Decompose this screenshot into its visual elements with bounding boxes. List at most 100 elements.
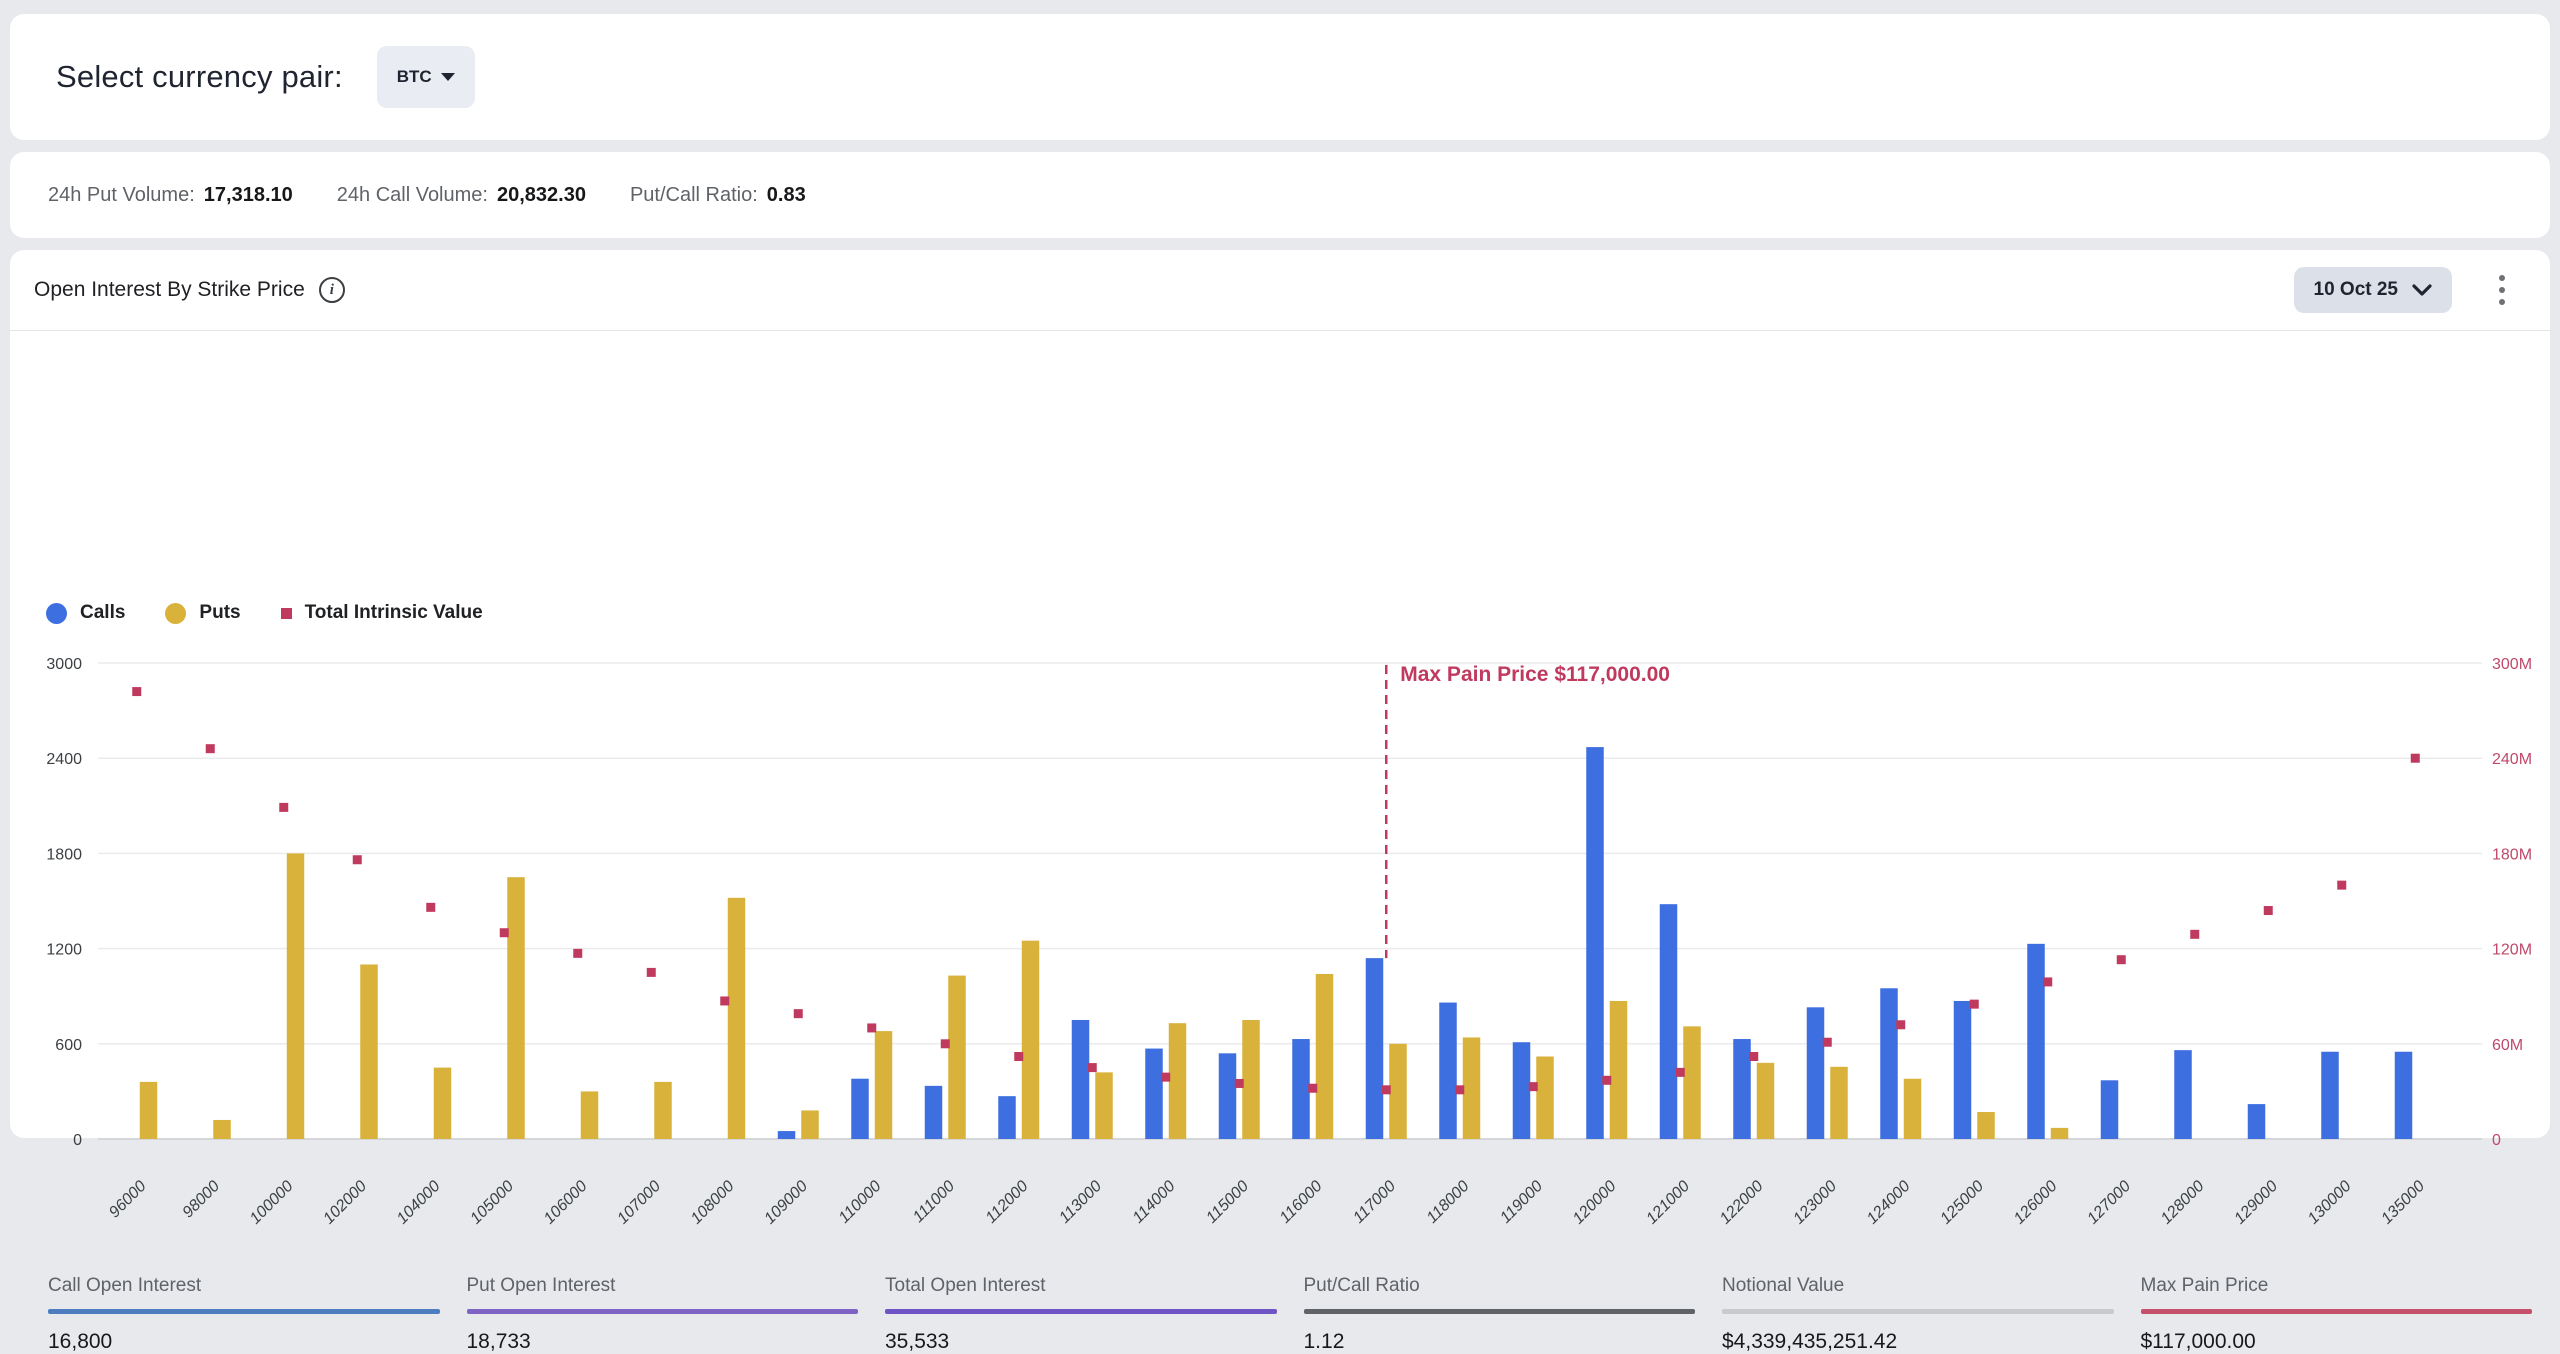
call-bar[interactable] [1219,1053,1237,1139]
intrinsic-value-marker[interactable] [867,1023,876,1032]
intrinsic-value-marker[interactable] [1161,1073,1170,1082]
intrinsic-value-marker[interactable] [353,855,362,864]
put-bar[interactable] [434,1068,452,1139]
call-bar[interactable] [1513,1042,1531,1139]
intrinsic-value-marker[interactable] [2337,881,2346,890]
intrinsic-value-marker[interactable] [1970,1000,1979,1009]
put-bar[interactable] [875,1031,893,1139]
summary-label: Max Pain Price [2141,1275,2533,1297]
intrinsic-value-marker[interactable] [2043,977,2052,986]
put-bar[interactable] [1904,1079,1922,1139]
put-bar[interactable] [1169,1023,1187,1139]
put-bar[interactable] [507,877,525,1139]
intrinsic-value-marker[interactable] [1749,1052,1758,1061]
intrinsic-value-marker[interactable] [1014,1052,1023,1061]
call-bar[interactable] [1366,958,1384,1139]
intrinsic-value-marker[interactable] [573,949,582,958]
intrinsic-value-marker[interactable] [2411,754,2420,763]
call-bar[interactable] [2395,1052,2413,1139]
put-bar[interactable] [1610,1001,1628,1139]
summary-tile-total-open-interest: Total Open Interest35,533 [885,1275,1277,1354]
intrinsic-value-marker[interactable] [1382,1085,1391,1094]
currency-pair-dropdown[interactable]: BTC [377,46,475,108]
intrinsic-value-marker[interactable] [647,968,656,977]
put-bar[interactable] [2051,1128,2069,1139]
put-bar[interactable] [1463,1037,1481,1139]
call-bar[interactable] [925,1086,943,1139]
intrinsic-value-marker[interactable] [500,928,509,937]
call-bar[interactable] [1145,1049,1163,1139]
intrinsic-value-marker[interactable] [2117,955,2126,964]
call-bar[interactable] [1733,1039,1751,1139]
call-bar[interactable] [1954,1001,1972,1139]
put-bar[interactable] [1022,941,1040,1139]
put-bar[interactable] [287,853,305,1139]
intrinsic-value-marker[interactable] [1235,1079,1244,1088]
info-icon[interactable]: i [319,277,345,303]
intrinsic-value-marker[interactable] [426,903,435,912]
call-bar[interactable] [1880,988,1898,1139]
intrinsic-value-marker[interactable] [720,996,729,1005]
put-bar[interactable] [1536,1056,1554,1139]
call-bar[interactable] [998,1096,1016,1139]
x-axis-tick-label: 121000 [1643,1178,1693,1228]
intrinsic-value-marker[interactable] [206,744,215,753]
call-bar[interactable] [1807,1007,1825,1139]
summary-value: 35,533 [885,1330,1277,1354]
put-bar[interactable] [360,964,378,1139]
call-bar[interactable] [2174,1050,2192,1139]
call-bar[interactable] [2321,1052,2339,1139]
call-bar[interactable] [1586,747,1604,1139]
intrinsic-value-marker[interactable] [1455,1085,1464,1094]
intrinsic-value-marker[interactable] [1529,1082,1538,1091]
summary-tile-notional-value: Notional Value$4,339,435,251.42 [1722,1275,2114,1354]
intrinsic-value-marker[interactable] [1088,1063,1097,1072]
put-bar[interactable] [213,1120,231,1139]
put-bar[interactable] [654,1082,672,1139]
put-bar[interactable] [581,1091,599,1139]
put-bar[interactable] [140,1082,158,1139]
intrinsic-value-marker[interactable] [132,687,141,696]
put-bar[interactable] [1757,1063,1775,1139]
call-bar[interactable] [2101,1080,2119,1139]
call-bar[interactable] [1072,1020,1090,1139]
open-interest-by-strike-chart[interactable]: 0060060M1200120M1800180M2400240M3000300M… [20,640,2560,1270]
put-bar[interactable] [1095,1072,1113,1139]
put-bar[interactable] [1389,1044,1407,1139]
intrinsic-value-marker[interactable] [2264,906,2273,915]
call-bar[interactable] [1292,1039,1310,1139]
call-bar[interactable] [1439,1003,1457,1139]
intrinsic-value-marker[interactable] [279,803,288,812]
kebab-menu-icon[interactable] [2482,262,2522,318]
currency-selector-label: Select currency pair: [56,59,343,95]
intrinsic-value-marker[interactable] [2190,930,2199,939]
call-bar[interactable] [2027,944,2045,1139]
intrinsic-value-marker[interactable] [941,1039,950,1048]
intrinsic-value-marker[interactable] [1823,1038,1832,1047]
put-bar[interactable] [1977,1112,1995,1139]
put-bar[interactable] [1316,974,1334,1139]
right-axis-tick-label: 240M [2492,751,2532,768]
summary-value: 1.12 [1304,1330,1696,1354]
x-axis-tick-label: 122000 [1717,1178,1767,1228]
intrinsic-value-marker[interactable] [794,1009,803,1018]
put-bar[interactable] [728,898,746,1139]
put-bar[interactable] [1830,1067,1848,1139]
intrinsic-value-marker[interactable] [1308,1084,1317,1093]
x-axis-tick-label: 117000 [1350,1178,1399,1227]
call-bar[interactable] [2248,1104,2266,1139]
expiry-date-dropdown[interactable]: 10 Oct 25 [2294,267,2453,313]
volume-stat-value: 0.83 [767,184,806,207]
max-pain-label: Max Pain Price $117,000.00 [1400,663,1670,686]
intrinsic-value-marker[interactable] [1676,1068,1685,1077]
intrinsic-value-marker[interactable] [1896,1020,1905,1029]
intrinsic-value-marker[interactable] [1602,1076,1611,1085]
put-bar[interactable] [1683,1026,1701,1139]
call-bar[interactable] [1660,904,1678,1139]
x-axis-tick-label: 107000 [614,1178,664,1228]
call-bar[interactable] [778,1131,796,1139]
put-bar[interactable] [801,1110,819,1139]
call-bar[interactable] [851,1079,869,1139]
put-bar[interactable] [1242,1020,1260,1139]
put-bar[interactable] [948,976,966,1139]
